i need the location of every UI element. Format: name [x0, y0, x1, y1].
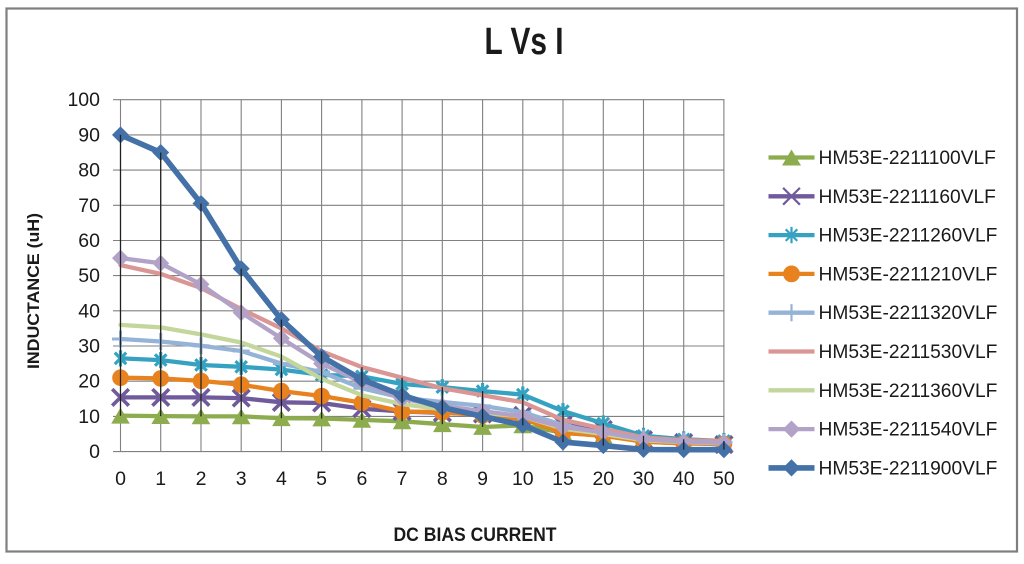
- svg-text:L Vs I: L Vs I: [485, 21, 564, 63]
- svg-text:6: 6: [356, 468, 367, 490]
- svg-text:5: 5: [316, 468, 327, 490]
- svg-text:HM53E-2211540VLF: HM53E-2211540VLF: [819, 420, 998, 441]
- svg-text:50: 50: [713, 468, 735, 490]
- svg-text:1: 1: [155, 468, 166, 490]
- svg-text:80: 80: [78, 160, 100, 182]
- svg-text:60: 60: [78, 230, 100, 252]
- svg-text:4: 4: [276, 468, 287, 490]
- svg-text:8: 8: [437, 468, 448, 490]
- svg-text:HM53E-2211210VLF: HM53E-2211210VLF: [819, 264, 998, 285]
- svg-text:30: 30: [78, 336, 100, 358]
- svg-text:10: 10: [78, 406, 100, 428]
- svg-text:HM53E-2211360VLF: HM53E-2211360VLF: [819, 381, 998, 402]
- svg-text:2: 2: [196, 468, 207, 490]
- svg-text:70: 70: [78, 195, 100, 217]
- svg-text:10: 10: [512, 468, 534, 490]
- svg-text:15: 15: [552, 468, 574, 490]
- svg-text:20: 20: [592, 468, 614, 490]
- svg-text:40: 40: [78, 300, 100, 322]
- svg-text:HM53E-2211100VLF: HM53E-2211100VLF: [819, 148, 996, 169]
- svg-text:9: 9: [477, 468, 488, 490]
- svg-text:HM53E-2211260VLF: HM53E-2211260VLF: [819, 226, 998, 247]
- svg-text:HM53E-2211900VLF: HM53E-2211900VLF: [819, 458, 998, 479]
- svg-text:90: 90: [78, 124, 100, 146]
- svg-text:0: 0: [89, 441, 100, 463]
- svg-text:HM53E-2211530VLF: HM53E-2211530VLF: [819, 342, 998, 363]
- svg-text:50: 50: [78, 265, 100, 287]
- svg-text:100: 100: [67, 89, 100, 111]
- svg-text:HM53E-2211320VLF: HM53E-2211320VLF: [819, 303, 998, 324]
- svg-text:20: 20: [78, 371, 100, 393]
- svg-text:DC BIAS CURRENT: DC BIAS CURRENT: [394, 525, 557, 546]
- svg-text:40: 40: [673, 468, 695, 490]
- svg-text:30: 30: [633, 468, 655, 490]
- svg-text:7: 7: [397, 468, 408, 490]
- svg-text:HM53E-2211160VLF: HM53E-2211160VLF: [819, 187, 996, 208]
- svg-text:0: 0: [115, 468, 126, 490]
- svg-text:3: 3: [236, 468, 247, 490]
- svg-text:INDUCTANCE (uH): INDUCTANCE (uH): [24, 213, 43, 369]
